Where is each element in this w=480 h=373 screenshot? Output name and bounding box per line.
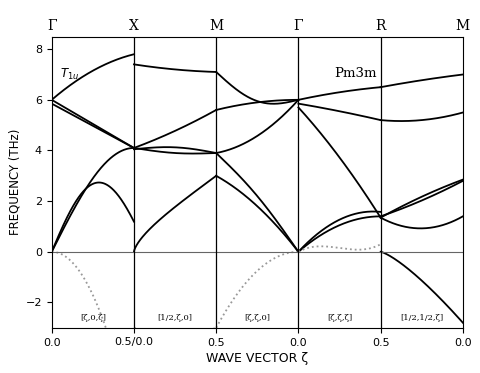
Text: X: X [129, 19, 139, 34]
Text: [1/2,1/2,ζ]: [1/2,1/2,ζ] [400, 314, 444, 322]
Text: [1/2,ζ,0]: [1/2,ζ,0] [157, 314, 192, 322]
Text: [ζ,0,ζ]: [ζ,0,ζ] [80, 314, 106, 322]
Text: M: M [209, 19, 223, 34]
X-axis label: WAVE VECTOR ζ: WAVE VECTOR ζ [206, 352, 308, 365]
Text: Γ: Γ [47, 19, 57, 34]
Text: Pm3m: Pm3m [335, 67, 377, 80]
Y-axis label: FREQUENCY (THz): FREQUENCY (THz) [8, 129, 21, 235]
Text: M: M [456, 19, 470, 34]
Text: R: R [375, 19, 386, 34]
Text: [ζ,ζ,ζ]: [ζ,ζ,ζ] [327, 314, 352, 322]
Text: $T_{1u}$: $T_{1u}$ [60, 67, 79, 82]
Text: [ζ,ζ,0]: [ζ,ζ,0] [244, 314, 270, 322]
Text: Γ: Γ [294, 19, 303, 34]
